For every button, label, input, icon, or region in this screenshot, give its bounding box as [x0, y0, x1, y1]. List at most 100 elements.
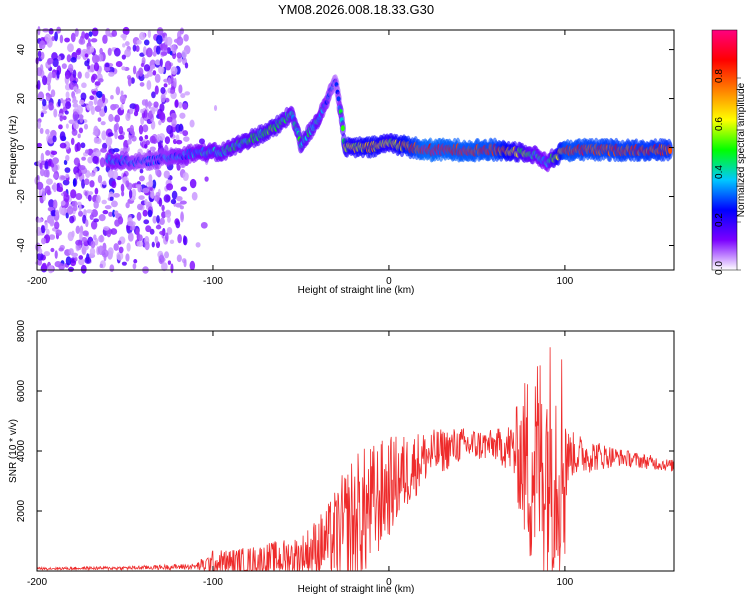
- noise-speckle: [103, 226, 110, 231]
- noise-speckle: [71, 128, 78, 136]
- noise-speckle: [64, 37, 70, 43]
- noise-speckle: [78, 255, 84, 260]
- noise-speckle: [132, 263, 137, 270]
- noise-speckle: [86, 104, 94, 111]
- noise-speckle: [164, 136, 171, 145]
- noise-speckle: [41, 187, 46, 197]
- noise-speckle: [118, 246, 124, 254]
- noise-speckle: [47, 83, 51, 92]
- noise-speckle: [159, 230, 166, 235]
- noise-speckle: [78, 38, 86, 45]
- noise-speckle: [48, 234, 56, 240]
- noise-speckle: [84, 53, 89, 58]
- noise-speckle: [166, 226, 173, 235]
- noise-speckle: [68, 248, 74, 256]
- noise-speckle: [41, 237, 47, 245]
- noise-speckle: [149, 135, 156, 144]
- noise-speckle: [180, 93, 186, 99]
- noise-speckle: [158, 120, 162, 126]
- noise-speckle: [76, 88, 82, 94]
- noise-speckle: [204, 176, 209, 182]
- noise-speckle: [108, 211, 114, 217]
- noise-speckle: [147, 209, 153, 218]
- noise-speckle: [143, 219, 150, 225]
- noise-speckle: [53, 108, 58, 118]
- noise-speckle: [134, 104, 140, 113]
- noise-speckle: [112, 104, 120, 109]
- noise-speckle: [67, 43, 74, 53]
- snr-y-tick-label: 4000: [16, 439, 27, 462]
- noise-speckle: [56, 70, 60, 79]
- noise-speckle: [36, 67, 43, 77]
- noise-speckle: [163, 170, 170, 179]
- noise-speckle: [176, 52, 182, 59]
- noise-speckle: [87, 38, 91, 44]
- noise-speckle: [118, 125, 124, 135]
- noise-speckle: [152, 215, 157, 224]
- noise-speckle: [169, 239, 175, 245]
- noise-speckle: [101, 249, 109, 258]
- noise-speckle: [69, 215, 75, 224]
- noise-speckle: [65, 91, 70, 99]
- noise-speckle: [103, 66, 111, 72]
- noise-speckle: [54, 250, 58, 259]
- noise-speckle: [80, 92, 87, 101]
- noise-speckle: [36, 252, 44, 261]
- noise-speckle: [163, 83, 168, 88]
- noise-speckle: [75, 225, 81, 234]
- noise-speckle: [127, 76, 132, 87]
- noise-speckle: [93, 125, 99, 136]
- noise-speckle: [125, 180, 130, 188]
- noise-speckle: [136, 203, 144, 211]
- noise-speckle: [150, 120, 156, 130]
- noise-speckle: [155, 45, 161, 55]
- noise-speckle: [36, 142, 42, 148]
- noise-speckle: [36, 217, 44, 223]
- noise-speckle: [48, 27, 54, 35]
- noise-speckle: [121, 54, 126, 60]
- noise-speckle: [60, 175, 67, 180]
- noise-speckle: [166, 124, 173, 135]
- spectrogram-y-tick-label: 0: [16, 144, 27, 150]
- noise-speckle: [90, 240, 96, 249]
- noise-speckle: [39, 127, 44, 134]
- noise-speckle: [79, 231, 83, 241]
- spectrogram-y-label: Frequency (Hz): [8, 116, 19, 185]
- noise-speckle: [50, 210, 57, 217]
- noise-speckle: [195, 242, 201, 248]
- noise-speckle: [125, 202, 130, 209]
- noise-speckle: [171, 117, 177, 128]
- noise-speckle: [50, 150, 58, 156]
- noise-speckle: [114, 114, 121, 123]
- noise-speckle: [132, 65, 137, 75]
- noise-speckle: [182, 102, 188, 110]
- snr-x-tick-label: -100: [203, 577, 223, 588]
- noise-speckle: [52, 173, 59, 179]
- noise-speckle: [127, 232, 134, 242]
- noise-speckle: [73, 120, 79, 130]
- noise-speckle: [156, 215, 160, 224]
- noise-speckle: [139, 168, 144, 174]
- noise-speckle: [76, 141, 81, 152]
- noise-speckle: [50, 247, 55, 253]
- noise-speckle: [73, 86, 78, 91]
- noise-speckle: [114, 219, 121, 227]
- noise-speckle: [93, 234, 97, 241]
- noise-speckle: [179, 27, 184, 35]
- noise-speckle: [75, 49, 81, 56]
- noise-speckle: [171, 190, 178, 200]
- noise-speckle: [75, 55, 81, 60]
- noise-speckle: [138, 136, 144, 142]
- noise-speckle: [100, 147, 107, 153]
- noise-speckle: [176, 254, 182, 263]
- noise-speckle: [66, 54, 72, 63]
- noise-speckle: [109, 196, 114, 201]
- noise-speckle: [183, 259, 187, 268]
- noise-speckle: [63, 190, 67, 196]
- noise-speckle: [45, 128, 50, 135]
- noise-speckle: [176, 36, 184, 46]
- colorbar-tick-label: 0.2: [714, 213, 725, 227]
- noise-speckle: [102, 209, 109, 215]
- noise-speckle: [189, 260, 196, 271]
